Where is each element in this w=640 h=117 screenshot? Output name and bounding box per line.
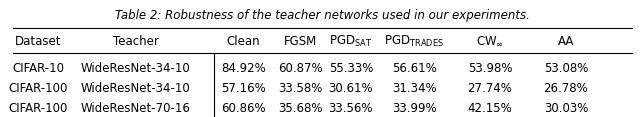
- Text: 35.68%: 35.68%: [278, 102, 323, 115]
- Text: FGSM: FGSM: [284, 35, 317, 48]
- Text: 33.99%: 33.99%: [392, 102, 436, 115]
- Text: 53.08%: 53.08%: [544, 62, 588, 75]
- Text: 27.74%: 27.74%: [468, 82, 513, 95]
- Text: AA: AA: [557, 35, 574, 48]
- Text: 60.87%: 60.87%: [278, 62, 323, 75]
- Text: Teacher: Teacher: [113, 35, 159, 48]
- Text: PGD$_{\mathregular{SAT}}$: PGD$_{\mathregular{SAT}}$: [329, 34, 372, 49]
- Text: Clean: Clean: [227, 35, 260, 48]
- Text: CIFAR-100: CIFAR-100: [8, 102, 68, 115]
- Text: 60.86%: 60.86%: [221, 102, 266, 115]
- Text: 42.15%: 42.15%: [468, 102, 513, 115]
- Text: 56.61%: 56.61%: [392, 62, 436, 75]
- Text: CW$_{\infty}$: CW$_{\infty}$: [476, 35, 504, 48]
- Text: WideResNet-34-10: WideResNet-34-10: [81, 62, 191, 75]
- Text: 84.92%: 84.92%: [221, 62, 266, 75]
- Text: 57.16%: 57.16%: [221, 82, 266, 95]
- Text: CIFAR-10: CIFAR-10: [12, 62, 64, 75]
- Text: WideResNet-70-16: WideResNet-70-16: [81, 102, 191, 115]
- Text: Table 2: Robustness of the teacher networks used in our experiments.: Table 2: Robustness of the teacher netwo…: [115, 9, 530, 22]
- Text: 30.61%: 30.61%: [328, 82, 373, 95]
- Text: 26.78%: 26.78%: [543, 82, 588, 95]
- Text: 53.98%: 53.98%: [468, 62, 512, 75]
- Text: 31.34%: 31.34%: [392, 82, 436, 95]
- Text: 33.58%: 33.58%: [278, 82, 323, 95]
- Text: 55.33%: 55.33%: [329, 62, 373, 75]
- Text: 30.03%: 30.03%: [544, 102, 588, 115]
- Text: PGD$_{\mathregular{TRADES}}$: PGD$_{\mathregular{TRADES}}$: [384, 34, 444, 49]
- Text: Dataset: Dataset: [15, 35, 61, 48]
- Text: CIFAR-100: CIFAR-100: [8, 82, 68, 95]
- Text: 33.56%: 33.56%: [329, 102, 373, 115]
- Text: WideResNet-34-10: WideResNet-34-10: [81, 82, 191, 95]
